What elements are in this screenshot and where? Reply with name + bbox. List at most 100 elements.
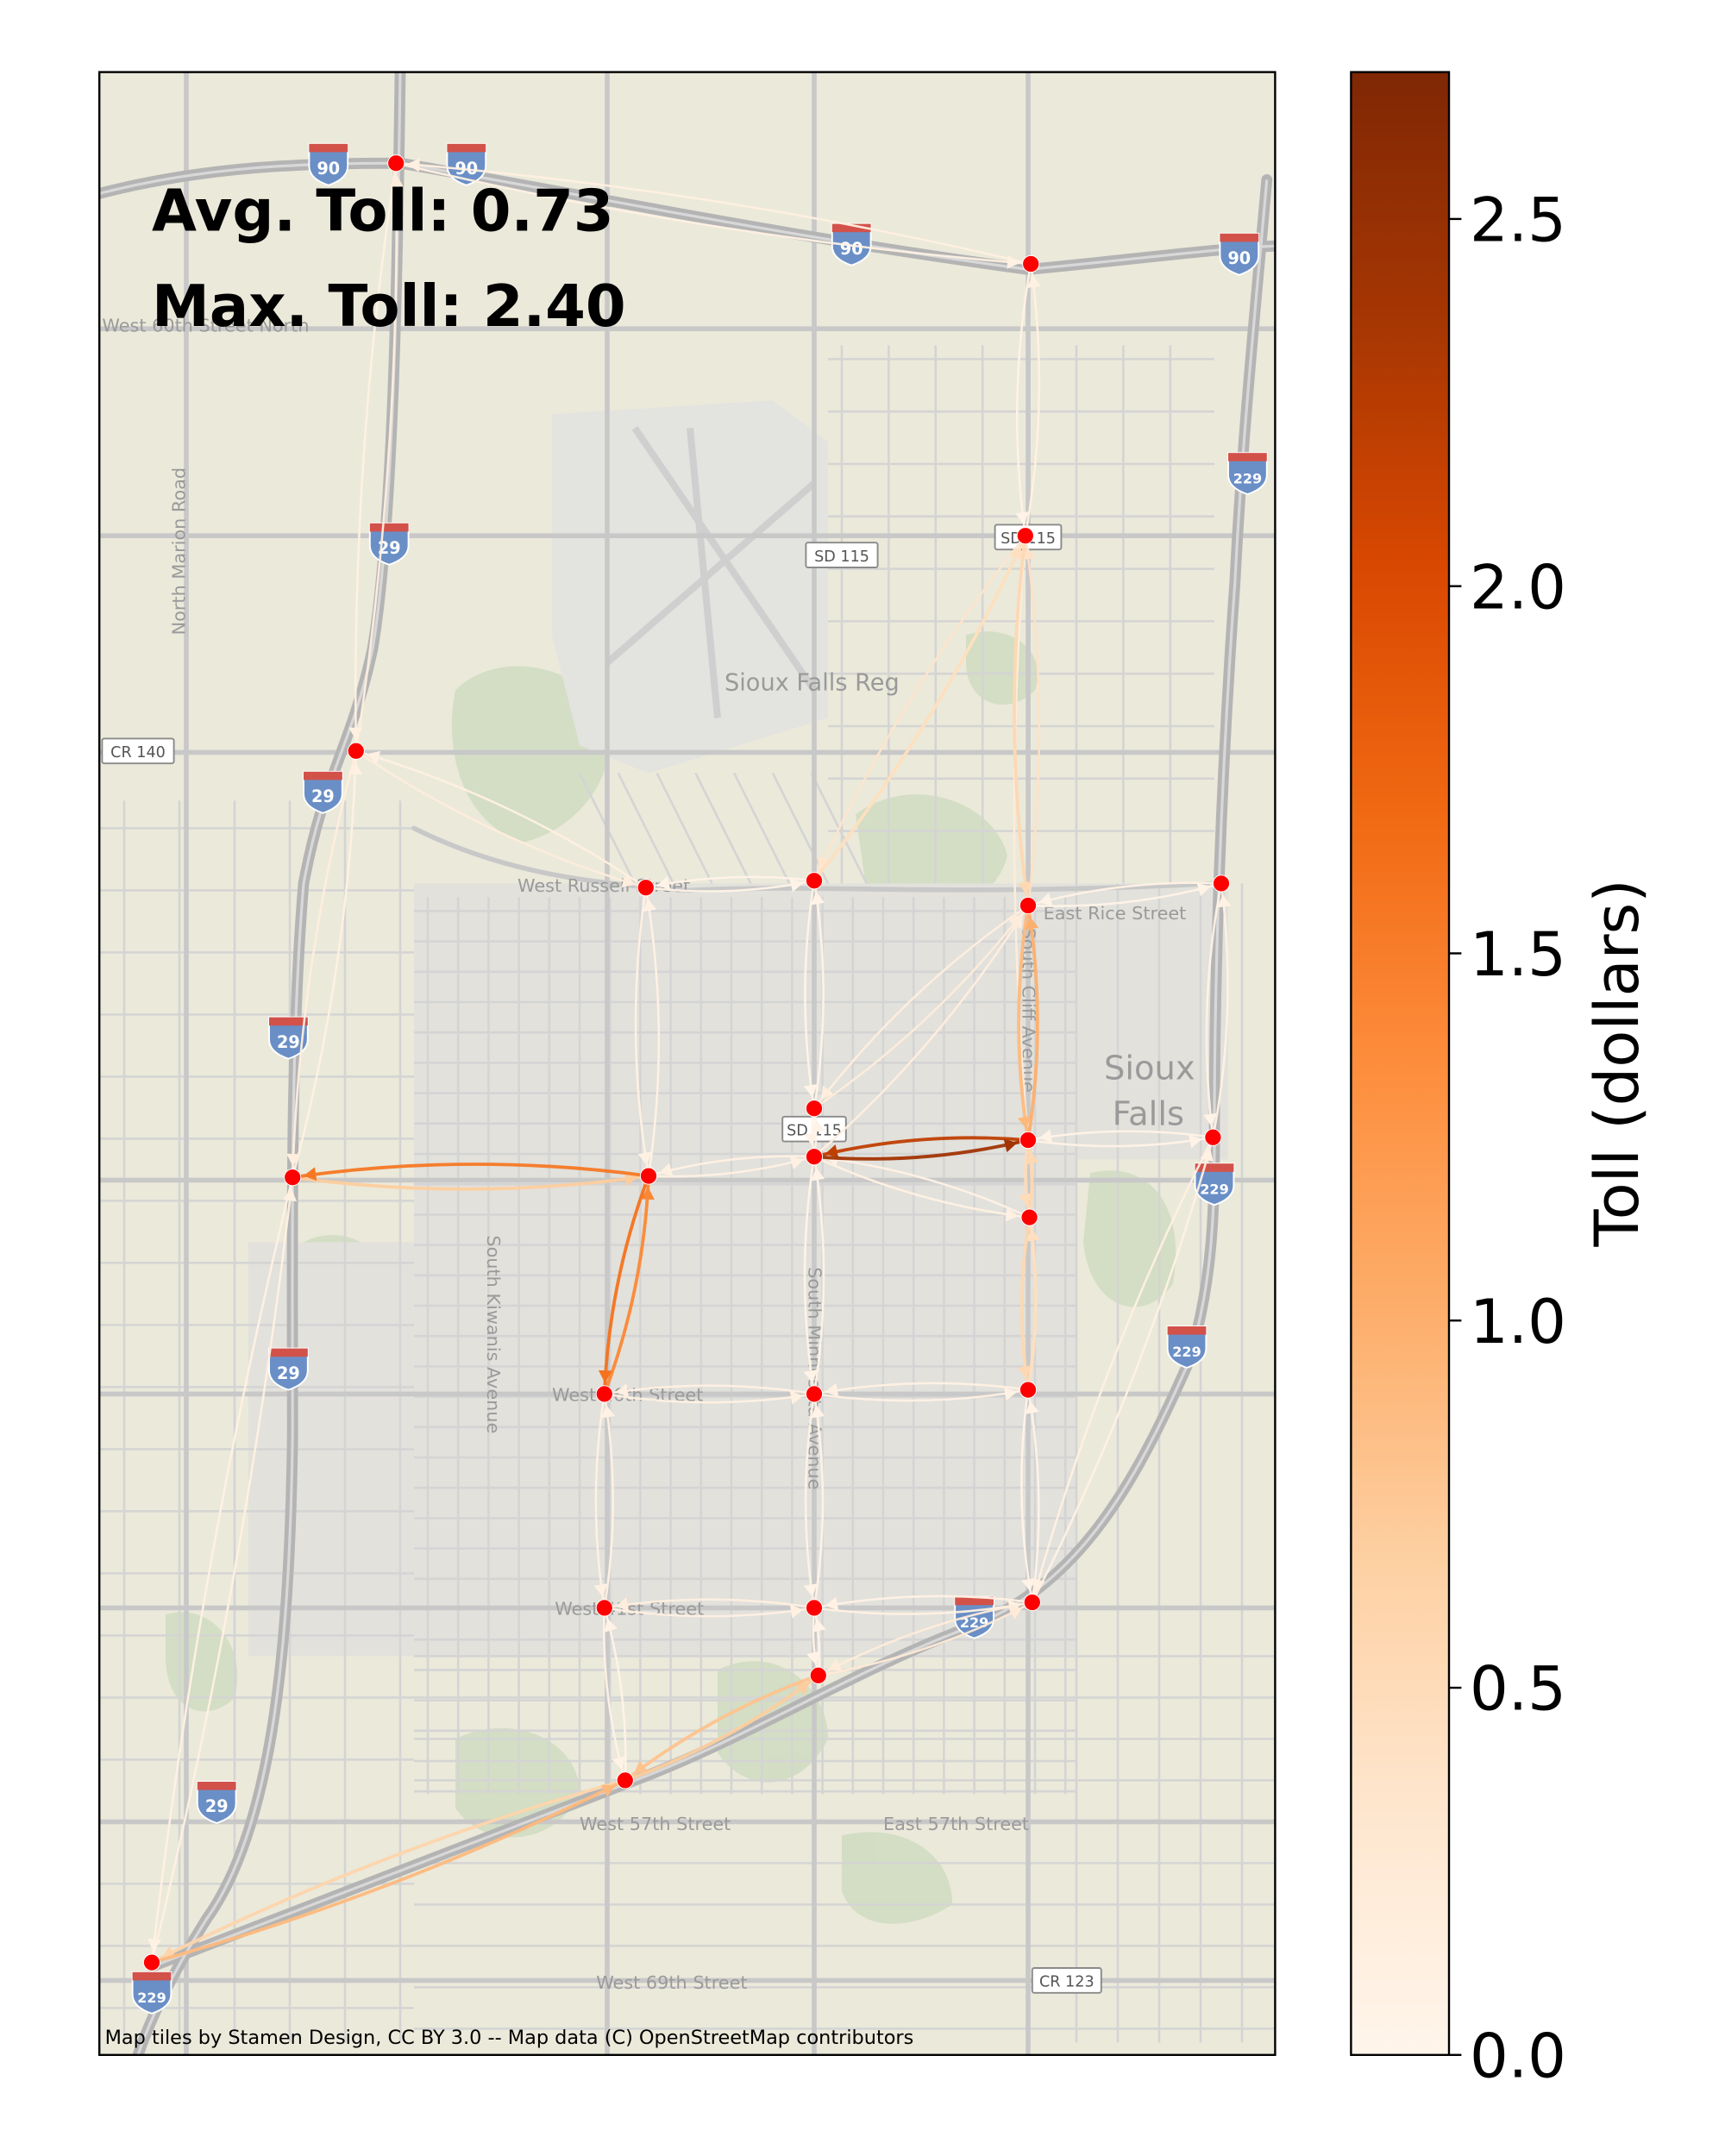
network-edge — [355, 749, 647, 889]
network-edge — [1025, 905, 1039, 1141]
network-edge — [1212, 883, 1232, 1138]
city-label-falls: Falls — [1113, 1094, 1184, 1133]
i29-shield: 29 — [268, 1347, 309, 1391]
i229-shield: 229 — [1227, 452, 1268, 496]
street-label-60th: West 60th Street North — [102, 315, 309, 335]
network-node — [1019, 1381, 1038, 1399]
network-edge — [813, 1382, 1029, 1397]
city-label-sioux: Sioux — [1104, 1050, 1195, 1088]
shield-number: 29 — [205, 1796, 229, 1816]
sd115-shield: SD 115 — [805, 542, 879, 568]
shield-number: 29 — [378, 538, 401, 558]
street-line — [656, 772, 713, 884]
street-line — [694, 772, 752, 884]
shield-number: 229 — [137, 1990, 166, 2006]
network-node — [1204, 1128, 1222, 1146]
colorbar-tick-label: 2.0 — [1470, 552, 1566, 623]
street-line — [617, 772, 674, 884]
network-edge — [1027, 881, 1222, 907]
network-edge — [355, 749, 647, 889]
max-toll-label: Max. Toll: 2.40 — [152, 273, 626, 340]
network-edge — [291, 750, 362, 1178]
network-edge — [624, 1673, 819, 1782]
network-edge — [812, 535, 1026, 881]
street-grid — [99, 345, 1276, 2043]
colorbar-tick-label: 1.5 — [1470, 919, 1566, 990]
network-edge — [648, 1155, 815, 1177]
network-edge — [634, 887, 652, 1176]
shield-label: CR 123 — [1039, 1974, 1095, 1991]
colorbar-tick-label: 0.5 — [1470, 1654, 1566, 1725]
network-edge — [643, 887, 661, 1176]
network-edge — [354, 163, 404, 751]
network-node — [805, 872, 824, 890]
network-edge — [603, 1608, 627, 1781]
network-edge — [1024, 263, 1041, 536]
network-edge — [593, 1394, 608, 1608]
network-edge — [813, 1136, 1029, 1159]
network-edge — [811, 1156, 825, 1395]
network-edge — [803, 1156, 818, 1395]
network-edge — [812, 904, 1029, 1109]
network-node — [809, 1666, 827, 1684]
i29-shield: 29 — [368, 522, 410, 566]
network-edge — [818, 1601, 1033, 1677]
shield-number: 90 — [1227, 248, 1251, 268]
colorbar-tick-label: 2.5 — [1470, 185, 1566, 256]
shield-number: 29 — [311, 787, 335, 806]
network-edge — [292, 1172, 649, 1191]
network-node — [347, 742, 365, 760]
i29-shield: 29 — [268, 1016, 309, 1060]
place-labels: Sioux Falls Reg Sioux Falls West Russell… — [102, 315, 1195, 1993]
airport-area — [552, 400, 828, 774]
network-edge — [1031, 1137, 1214, 1603]
network-edge — [603, 1175, 655, 1395]
i229-shield: 229 — [1166, 1326, 1208, 1369]
network-edge — [1021, 536, 1041, 906]
network-edge — [811, 880, 825, 1109]
avg-toll-label: Avg. Toll: 0.73 — [152, 178, 614, 245]
network-node — [616, 1771, 634, 1789]
network-edge — [603, 1608, 627, 1781]
network-edge — [624, 1674, 819, 1783]
network-edge — [645, 878, 815, 893]
network-edge — [813, 1156, 1030, 1222]
network-edge — [812, 535, 1027, 882]
network-edge — [292, 1163, 649, 1181]
network-node — [1022, 254, 1040, 273]
i229-shield: 229 — [1194, 1163, 1235, 1206]
network-edge — [1020, 1389, 1035, 1603]
colorbar-gradient — [1350, 71, 1451, 2057]
network-nodes — [142, 154, 1231, 1971]
shield-number: 229 — [1200, 1181, 1228, 1197]
network-node — [639, 1167, 658, 1185]
network-edge — [151, 1778, 626, 1965]
network-node — [1019, 1131, 1038, 1150]
network-edge — [803, 1394, 818, 1608]
i29-shield: 29 — [303, 770, 343, 814]
i90-shield: 90 — [1219, 232, 1260, 276]
network-edge — [1017, 905, 1032, 1141]
network-node — [637, 879, 655, 897]
network-edge — [1015, 263, 1032, 536]
network-edge — [604, 1597, 815, 1612]
network-edge — [286, 750, 358, 1178]
network-node — [805, 1385, 824, 1403]
i90-shield: 90 — [308, 142, 349, 186]
network-node — [387, 154, 405, 172]
network-edge — [604, 1390, 815, 1405]
shield-number: 229 — [1172, 1344, 1201, 1360]
network-edge — [1203, 883, 1223, 1138]
street-label-w69: West 69th Street — [596, 1972, 747, 1993]
network-edge — [150, 1177, 298, 1963]
network-edge — [813, 1138, 1029, 1161]
network-node — [1020, 1208, 1038, 1226]
cr123-shield: CR 123 — [1031, 1967, 1102, 1994]
network-edge — [803, 880, 818, 1109]
map-attribution: Map tiles by Stamen Design, CC BY 3.0 --… — [105, 2027, 914, 2049]
network-node — [595, 1385, 613, 1403]
network-edge — [1013, 535, 1032, 906]
network-edge — [813, 1595, 1032, 1611]
shield-number: 29 — [277, 1363, 300, 1383]
